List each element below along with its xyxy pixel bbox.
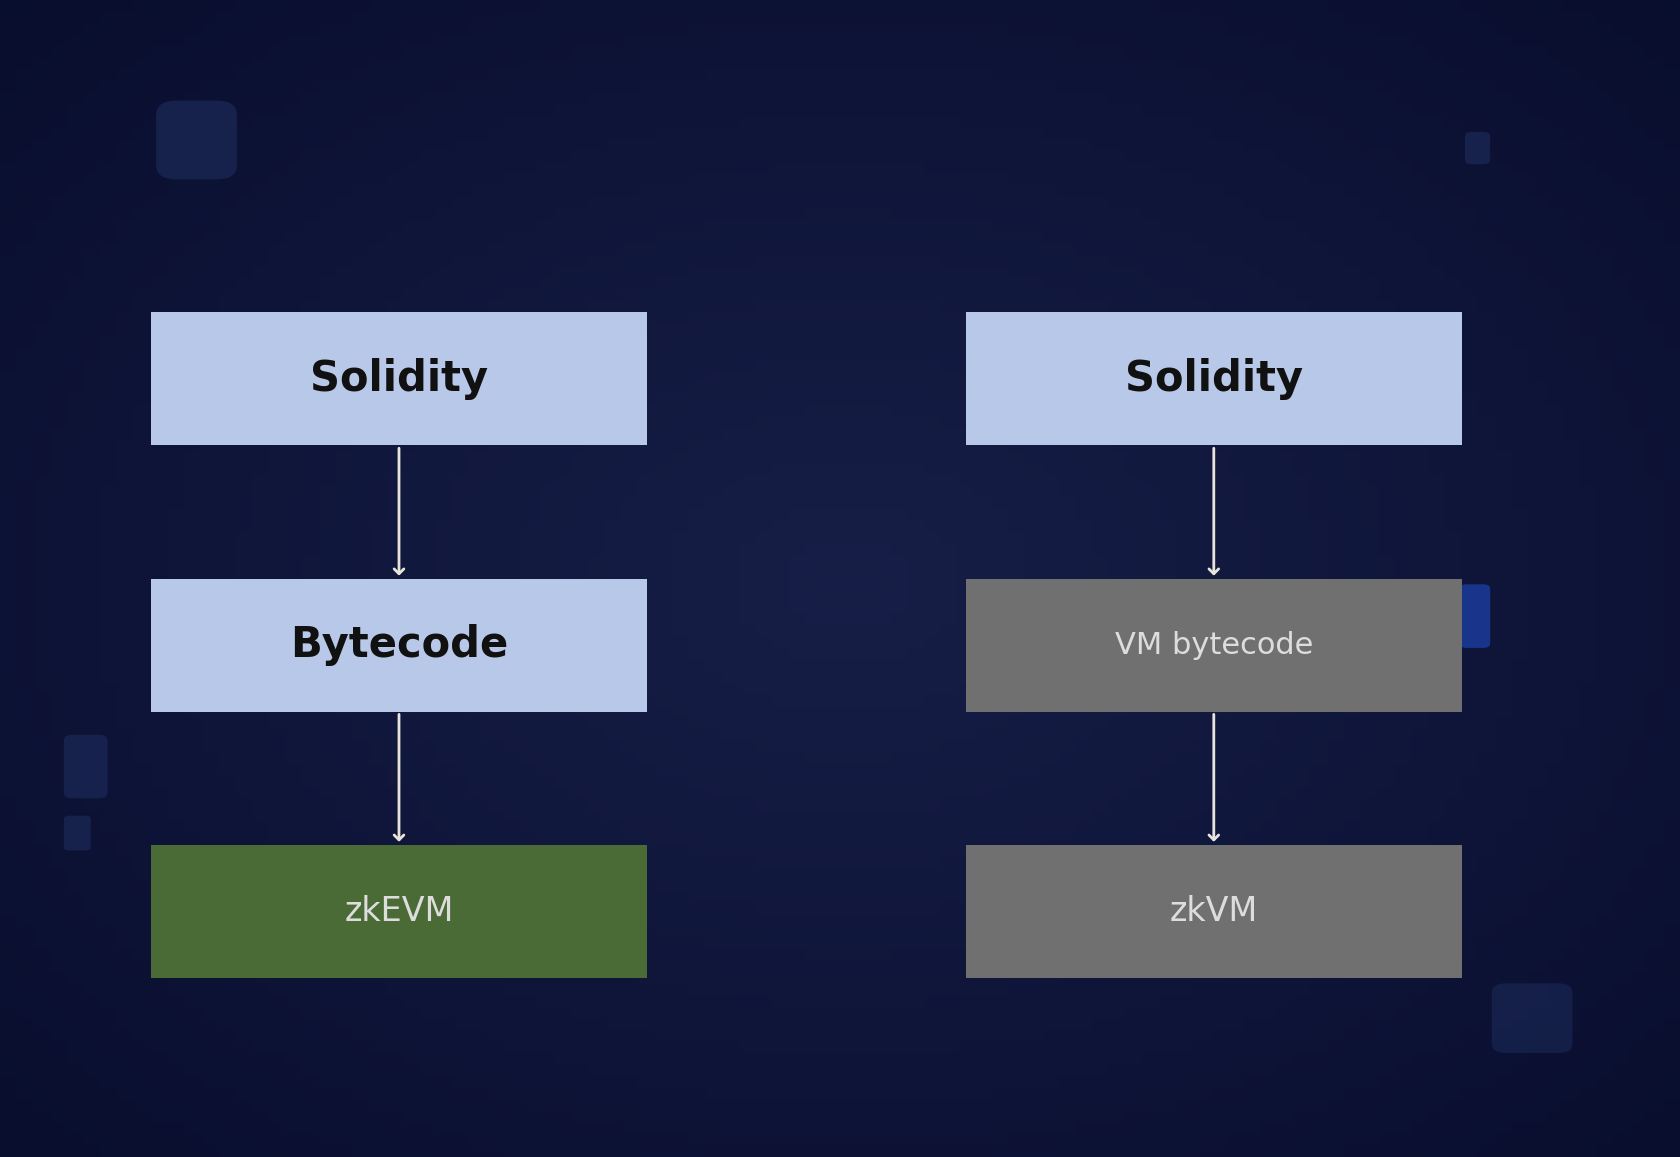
Text: zkEVM: zkEVM [344,894,454,928]
Text: Solidity: Solidity [1124,358,1304,400]
Text: Bytecode: Bytecode [291,624,507,666]
FancyBboxPatch shape [64,735,108,798]
FancyBboxPatch shape [151,578,647,712]
FancyBboxPatch shape [966,578,1462,712]
Text: VM bytecode: VM bytecode [1114,631,1314,659]
FancyBboxPatch shape [151,312,647,445]
FancyBboxPatch shape [151,845,647,978]
FancyBboxPatch shape [1460,584,1490,648]
FancyBboxPatch shape [156,101,237,179]
FancyBboxPatch shape [1492,983,1572,1053]
FancyBboxPatch shape [64,816,91,850]
FancyBboxPatch shape [966,845,1462,978]
Text: zkVM: zkVM [1169,894,1258,928]
Text: Solidity: Solidity [309,358,489,400]
FancyBboxPatch shape [1465,132,1490,164]
FancyBboxPatch shape [966,312,1462,445]
